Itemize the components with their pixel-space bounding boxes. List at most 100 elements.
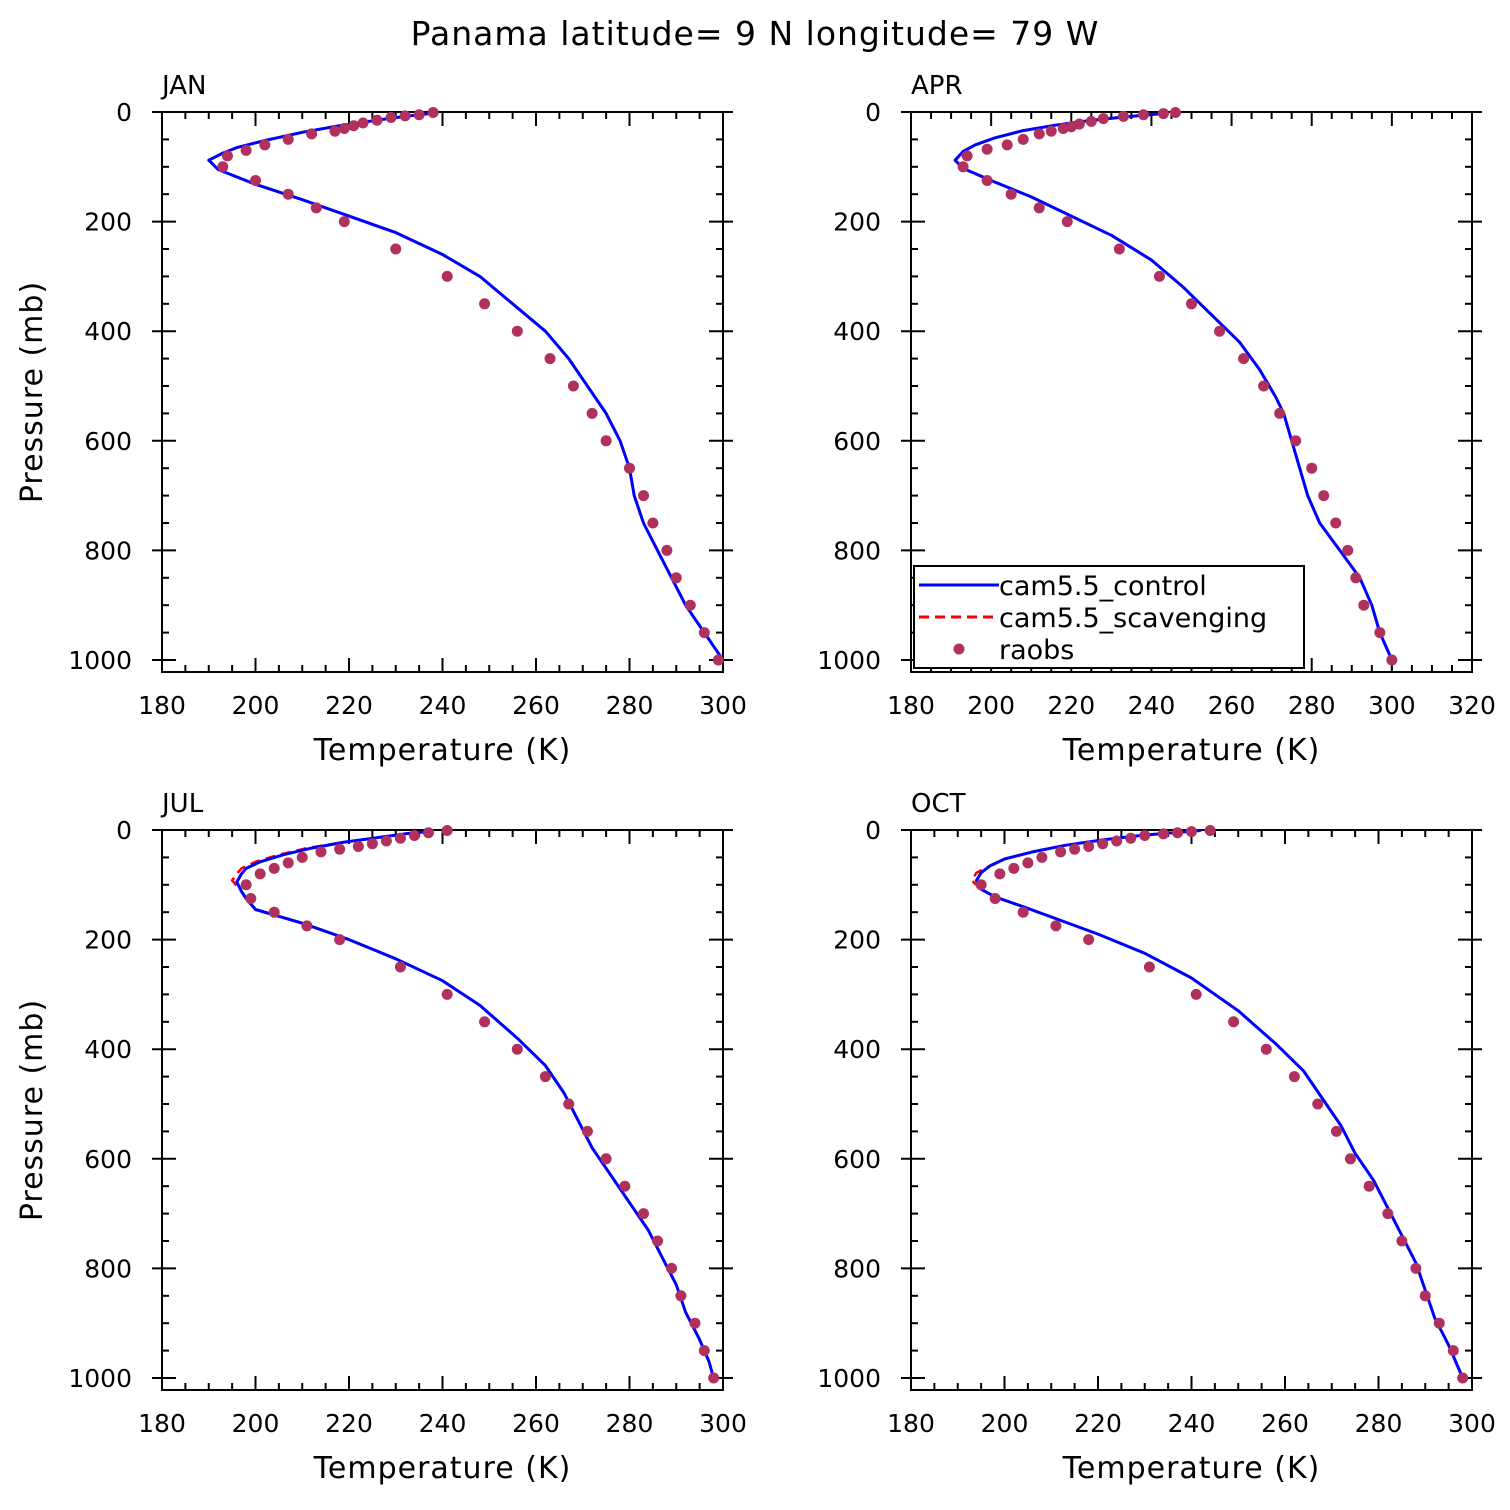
- y-tick-label: 400: [84, 317, 132, 346]
- raobs-marker: [1419, 1290, 1431, 1302]
- cam5-5-scavenging-line: [970, 829, 1464, 1379]
- raobs-marker: [1318, 490, 1330, 502]
- raobs-marker: [1433, 1317, 1445, 1329]
- cam5-5-control-line: [975, 829, 1465, 1379]
- y-tick-label: 600: [833, 427, 881, 456]
- raobs-marker: [1033, 202, 1045, 214]
- raobs-marker: [1097, 838, 1109, 850]
- raobs-marker: [994, 868, 1006, 880]
- raobs-marker: [1312, 1098, 1324, 1110]
- raobs-marker: [567, 380, 579, 392]
- raobs-marker: [1157, 108, 1169, 120]
- raobs-marker: [1290, 435, 1302, 447]
- raobs-marker: [352, 840, 364, 852]
- plot-frame: [161, 111, 724, 673]
- raobs-marker: [1186, 298, 1197, 310]
- raobs-marker: [1386, 654, 1398, 666]
- raobs-marker: [1143, 961, 1155, 973]
- y-tick-label: 0: [865, 98, 881, 127]
- raobs-marker: [366, 838, 378, 850]
- raobs-marker: [259, 139, 271, 151]
- x-tick-label: 220: [1047, 691, 1095, 720]
- x-tick-label: 300: [1448, 1409, 1496, 1438]
- raobs-marker: [301, 920, 313, 932]
- raobs-marker: [338, 122, 350, 134]
- raobs-marker: [338, 216, 350, 228]
- raobs-marker: [675, 1290, 687, 1302]
- raobs-marker: [1069, 843, 1081, 855]
- raobs-marker: [698, 627, 710, 639]
- raobs-marker: [1344, 1153, 1356, 1165]
- x-tick-label: 280: [1288, 691, 1336, 720]
- raobs-marker: [1036, 851, 1048, 863]
- raobs-marker: [689, 1317, 701, 1329]
- x-tick-label: 220: [1074, 1409, 1122, 1438]
- raobs-marker: [652, 1235, 664, 1247]
- raobs-marker: [348, 120, 360, 132]
- raobs-marker: [957, 161, 969, 173]
- raobs-marker: [380, 835, 392, 847]
- x-tick-label: 200: [981, 1409, 1029, 1438]
- raobs-marker: [586, 407, 598, 419]
- raobs-marker: [661, 544, 673, 556]
- raobs-marker: [581, 1125, 593, 1137]
- y-axis-title: Pressure (mb): [15, 281, 50, 503]
- raobs-marker: [1097, 113, 1109, 125]
- raobs-marker: [666, 1262, 678, 1274]
- panel-label: OCT: [911, 789, 966, 819]
- y-tick-label: 200: [833, 926, 881, 955]
- cam5-5-scavenging-line: [230, 829, 715, 1379]
- raobs-marker: [563, 1098, 575, 1110]
- raobs-marker: [394, 961, 406, 973]
- raobs-marker: [600, 435, 612, 447]
- raobs-marker: [1260, 1043, 1272, 1055]
- raobs-marker: [479, 1016, 491, 1028]
- raobs-marker: [712, 654, 724, 666]
- raobs-marker: [422, 827, 434, 839]
- x-tick-label: 240: [1168, 1409, 1216, 1438]
- y-tick-label: 800: [833, 536, 881, 565]
- raobs-marker: [399, 110, 411, 122]
- x-tick-label: 180: [138, 691, 186, 720]
- raobs-marker: [1045, 125, 1057, 137]
- raobs-marker: [1306, 462, 1318, 474]
- raobs-marker: [1057, 122, 1069, 134]
- raobs-marker: [390, 243, 402, 255]
- raobs-marker: [1342, 544, 1354, 556]
- y-tick-label: 0: [116, 98, 132, 127]
- panel-label: APR: [911, 71, 963, 101]
- raobs-marker: [539, 1071, 551, 1083]
- y-tick-label: 400: [84, 1035, 132, 1064]
- raobs-marker: [684, 599, 696, 611]
- y-tick-label: 600: [833, 1145, 881, 1174]
- raobs-marker: [1139, 829, 1151, 841]
- raobs-marker: [1204, 825, 1216, 837]
- legend-marker: [953, 643, 965, 655]
- cam5-5-control-line: [953, 111, 1394, 661]
- y-tick-label: 400: [833, 317, 881, 346]
- y-tick-label: 1000: [817, 646, 881, 675]
- y-tick-label: 800: [833, 1254, 881, 1283]
- raobs-marker: [1330, 1125, 1342, 1137]
- raobs-marker: [619, 1180, 631, 1192]
- raobs-marker: [1363, 1180, 1375, 1192]
- raobs-marker: [1008, 862, 1020, 874]
- cam5-5-control-line: [207, 111, 725, 661]
- raobs-marker: [329, 125, 341, 137]
- raobs-marker: [1113, 243, 1125, 255]
- raobs-marker: [708, 1372, 720, 1384]
- raobs-marker: [1396, 1235, 1408, 1247]
- raobs-marker: [1083, 934, 1095, 946]
- raobs-marker: [600, 1153, 612, 1165]
- x-tick-label: 240: [1128, 691, 1176, 720]
- raobs-marker: [479, 298, 491, 310]
- raobs-marker: [221, 150, 233, 162]
- raobs-marker: [1125, 832, 1137, 844]
- raobs-marker: [1186, 826, 1197, 838]
- x-tick-label: 220: [325, 691, 373, 720]
- raobs-marker: [698, 1345, 710, 1357]
- raobs-marker: [1017, 906, 1029, 918]
- panel-oct: 180 200 220 240 260 280 300 0 200 400 600 800 1000 OC…: [817, 789, 1495, 1486]
- raobs-marker: [961, 150, 973, 162]
- y-tick-label: 600: [84, 427, 132, 456]
